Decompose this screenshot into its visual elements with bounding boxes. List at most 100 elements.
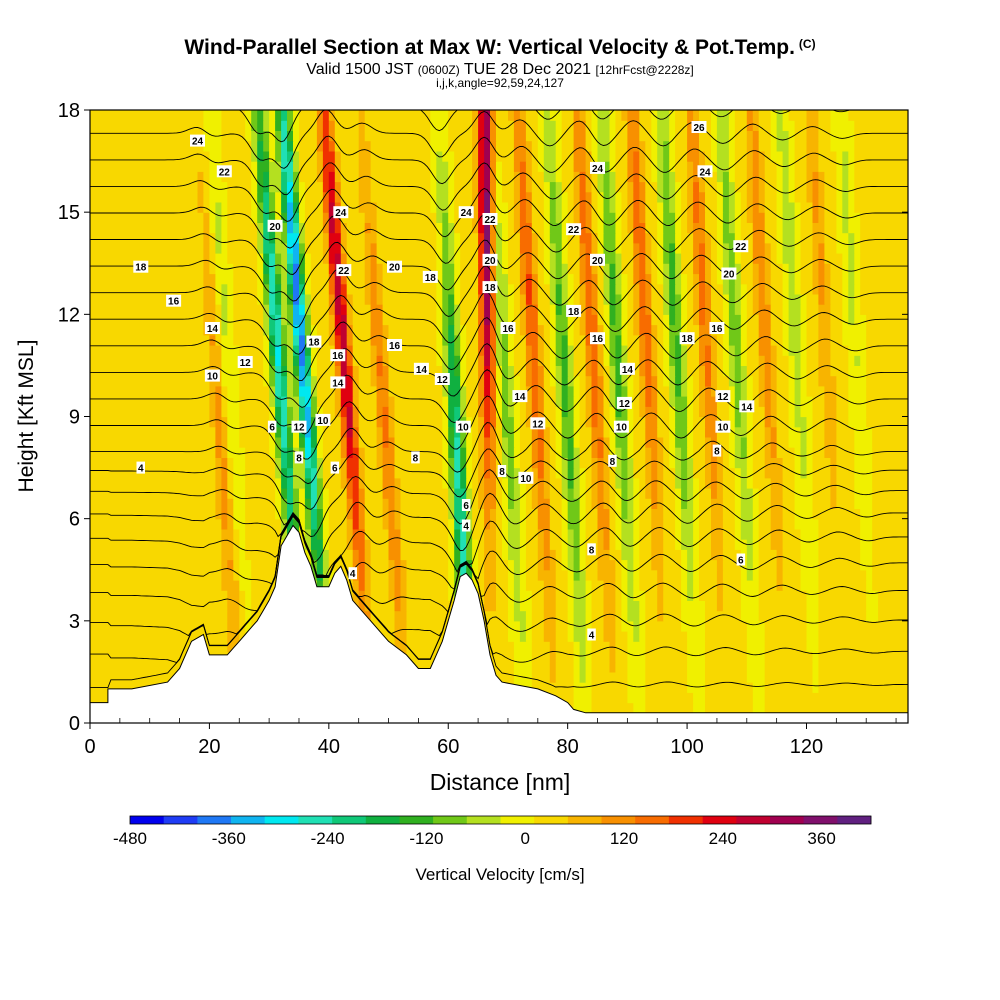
velocity-cell xyxy=(657,436,664,448)
velocity-cell xyxy=(513,559,521,571)
velocity-cell xyxy=(675,242,682,254)
velocity-cell xyxy=(334,253,342,264)
velocity-cell xyxy=(496,569,509,581)
velocity-cell xyxy=(770,120,778,131)
velocity-cell xyxy=(716,436,730,448)
velocity-cell xyxy=(90,222,204,234)
velocity-cell xyxy=(561,396,569,407)
velocity-cell xyxy=(615,528,622,540)
velocity-cell xyxy=(711,263,718,275)
velocity-cell xyxy=(585,314,599,326)
velocity-cell xyxy=(239,365,264,377)
velocity-cell xyxy=(818,600,867,612)
velocity-cell xyxy=(382,488,396,499)
velocity-cell xyxy=(693,212,700,223)
contour-label: 8 xyxy=(413,453,419,464)
velocity-cell xyxy=(603,590,616,601)
velocity-cell xyxy=(872,436,908,448)
velocity-cell xyxy=(740,253,754,264)
velocity-cell xyxy=(764,191,778,203)
velocity-cell xyxy=(824,406,837,418)
velocity-cell xyxy=(239,610,246,622)
velocity-cell xyxy=(304,406,312,418)
velocity-cell xyxy=(693,457,706,469)
colorbar-swatch xyxy=(702,816,737,824)
velocity-cell xyxy=(328,222,336,234)
velocity-cell xyxy=(830,314,843,326)
velocity-cell xyxy=(293,467,306,479)
velocity-cell xyxy=(812,191,820,203)
velocity-cell xyxy=(519,590,533,601)
velocity-cell xyxy=(472,580,479,591)
velocity-cell xyxy=(854,191,908,203)
velocity-cell xyxy=(776,355,790,366)
velocity-cell xyxy=(251,202,258,213)
velocity-cell xyxy=(848,161,855,172)
velocity-cell xyxy=(663,222,676,234)
velocity-cell xyxy=(233,324,264,336)
velocity-cell xyxy=(215,293,222,305)
velocity-cell xyxy=(705,314,712,326)
velocity-cell xyxy=(281,130,288,142)
velocity-cell xyxy=(519,559,527,571)
velocity-cell xyxy=(358,426,378,438)
velocity-cell xyxy=(537,549,545,561)
velocity-cell xyxy=(657,385,670,397)
velocity-cell xyxy=(281,283,288,295)
velocity-cell xyxy=(90,508,216,520)
velocity-cell xyxy=(496,304,509,315)
velocity-cell xyxy=(782,539,802,550)
velocity-cell xyxy=(752,140,760,152)
velocity-cell xyxy=(304,232,324,244)
velocity-cell xyxy=(657,375,664,387)
velocity-cell xyxy=(663,600,682,612)
velocity-cell xyxy=(699,202,706,213)
velocity-cell xyxy=(716,569,724,581)
velocity-cell xyxy=(508,355,515,366)
velocity-cell xyxy=(358,477,366,489)
velocity-cell xyxy=(513,416,521,428)
velocity-cell xyxy=(561,150,575,162)
velocity-cell xyxy=(484,365,491,377)
contour-label-box xyxy=(333,206,349,219)
velocity-cell xyxy=(221,110,246,121)
velocity-cell xyxy=(621,314,628,326)
velocity-cell xyxy=(705,692,754,704)
velocity-cell xyxy=(400,477,443,489)
velocity-cell xyxy=(508,467,515,479)
velocity-cell xyxy=(651,171,658,183)
velocity-cell xyxy=(824,447,837,458)
velocity-cell xyxy=(531,171,545,183)
velocity-cell xyxy=(639,212,646,223)
velocity-cell xyxy=(227,242,258,254)
velocity-cell xyxy=(316,140,324,152)
velocity-cell xyxy=(705,263,712,275)
velocity-cell xyxy=(490,518,497,530)
velocity-cell xyxy=(597,416,605,428)
velocity-cell xyxy=(746,283,754,295)
velocity-cell xyxy=(663,539,676,550)
velocity-cell xyxy=(496,191,503,203)
contour-label: 16 xyxy=(168,297,180,308)
velocity-cell xyxy=(716,110,730,121)
velocity-cell xyxy=(633,620,640,632)
velocity-cell xyxy=(519,406,527,418)
velocity-cell xyxy=(543,590,557,601)
velocity-cell xyxy=(734,375,742,387)
velocity-cell xyxy=(233,263,258,275)
velocity-cell xyxy=(531,263,539,275)
velocity-cell xyxy=(508,610,515,622)
velocity-cell xyxy=(603,375,611,387)
velocity-cell xyxy=(711,334,718,346)
velocity-cell xyxy=(364,477,384,489)
velocity-cell xyxy=(830,263,843,275)
velocity-cell xyxy=(299,150,318,162)
velocity-cell xyxy=(90,110,204,121)
velocity-cell xyxy=(812,661,820,673)
velocity-cell xyxy=(597,232,605,244)
velocity-cell xyxy=(663,263,670,275)
velocity-cell xyxy=(687,569,694,581)
velocity-cell xyxy=(478,539,485,550)
velocity-cell xyxy=(334,140,360,152)
velocity-cell xyxy=(293,518,300,530)
